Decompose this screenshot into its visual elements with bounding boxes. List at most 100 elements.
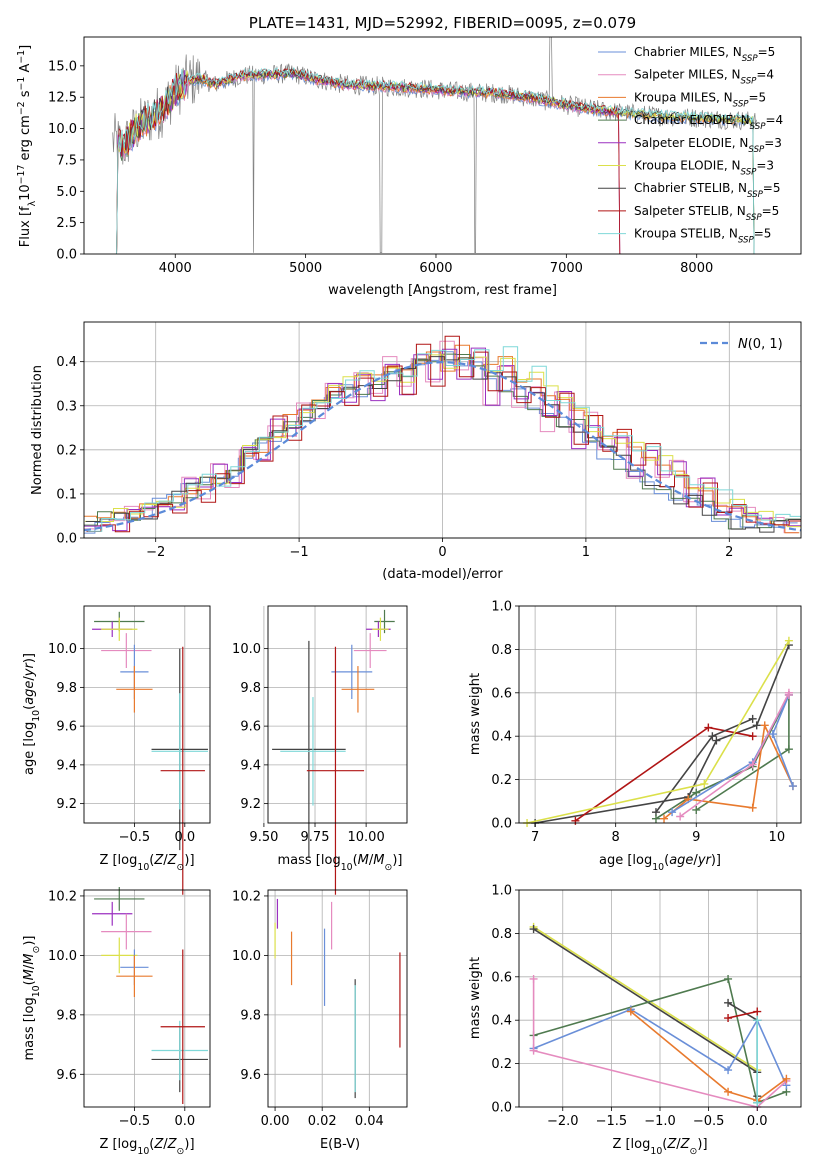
label-part: SSP: [750, 122, 767, 132]
label-part: mass [log: [278, 853, 341, 868]
mwAge-axes: [519, 605, 801, 824]
mwZ-marker: [724, 1014, 733, 1023]
mwAge-marker: [692, 805, 701, 814]
legend-label: N(0, 1): [738, 337, 783, 352]
mwAge-marker: [784, 745, 793, 754]
ageZ-plot-area: [92, 611, 208, 895]
massZ-ytick-label: 10.0: [48, 949, 77, 964]
mwZ-marker: [782, 1074, 791, 1083]
mwAge-marker: [571, 816, 580, 825]
mwZ-line: [727, 1010, 758, 1019]
label-part: Kroupa MILES, N: [634, 90, 733, 104]
label-part: =5: [763, 181, 781, 195]
massEbv-xtick-label: 0.00: [261, 1114, 290, 1129]
label-part: mass [log: [22, 997, 37, 1060]
massZ-spines: [83, 889, 211, 1108]
spectrum-curves: [112, 37, 757, 254]
massZ-xtick-label: −0.5: [119, 1114, 151, 1129]
mwAge-ytick-label: 1.0: [491, 600, 512, 615]
spectrum-spines: [83, 36, 802, 255]
spectrum-series-line: [115, 68, 622, 254]
ageMass-ytick-label: 9.4: [240, 758, 261, 773]
mwZ-line: [533, 928, 758, 1073]
massZ-frame: −0.5 0.0 9.6 9.8 10.0 10.2: [48, 889, 211, 1129]
label-part: )]: [392, 853, 402, 868]
label-part: 10: [31, 710, 42, 722]
label-part: erg cm: [18, 115, 33, 164]
mwZ-ylabel: mass weight: [468, 957, 483, 1039]
label-part: )]: [184, 853, 194, 868]
label-part: Z: [153, 853, 164, 868]
mwZ-marker: [724, 998, 733, 1007]
mwAge-line: [526, 640, 790, 824]
residuals-ytick-label: 0.4: [56, 355, 77, 370]
mwZ-marker: [529, 925, 538, 934]
label-part: 10: [650, 1146, 662, 1157]
spectrum-xtick-label: 7000: [550, 261, 583, 276]
label-part: (: [664, 853, 669, 868]
mwAge-marker: [748, 714, 757, 723]
spectrum-xlabel: wavelength [Angstrom, rest frame]: [328, 283, 557, 298]
ageZ-ytick-label: 9.6: [56, 720, 77, 735]
massZ-xtick-label: 0.0: [174, 1114, 195, 1129]
ageMass-ytick-label: 9.2: [240, 797, 261, 812]
massEbv-xtick-label: 0.02: [308, 1114, 337, 1129]
massEbv-xlabel: E(B-V): [320, 1137, 360, 1152]
mwZ-ytick-label: 0.0: [491, 1101, 512, 1116]
spectrum-xtick-label: 5000: [289, 261, 322, 276]
mwZ-xtick-label: −1.0: [644, 1114, 676, 1129]
label-part: ⊙: [177, 862, 185, 873]
mwZ-marker: [724, 1087, 733, 1096]
label-part: /: [163, 1137, 168, 1152]
mwZ-xtick-label: −2.0: [547, 1114, 579, 1129]
residuals-plot-area: [84, 335, 801, 534]
mwAge-marker: [651, 814, 660, 823]
mwZ-ytick-label: 0.8: [491, 927, 512, 942]
ageMass-xtick-label: 9.50: [249, 830, 278, 845]
label-part: M: [373, 853, 384, 868]
legend-label: Salpeter MILES, NSSP=4: [634, 68, 774, 87]
label-part: Chabrier MILES, N: [634, 45, 742, 59]
legend-label: Kroupa MILES, NSSP=5: [634, 90, 766, 109]
label-part: age: [669, 853, 693, 868]
label-part: (: [662, 1137, 667, 1152]
label-part: s: [18, 90, 33, 101]
massEbv-spines: [267, 889, 408, 1108]
ageMass-axes: [263, 606, 407, 823]
spectrum-ytick-label: 0.0: [56, 248, 77, 263]
mwAge-marker: [784, 636, 793, 645]
mwAge-xtick-label: 10: [769, 830, 786, 845]
label-part: SSP: [746, 213, 763, 223]
spectrum-plot-area: [112, 37, 757, 254]
label-part: =4: [756, 68, 774, 82]
massEbv-xtick-label: 0.04: [355, 1114, 384, 1129]
ageMass-plot-area: [272, 609, 395, 895]
mwAge-xlabel: age [log10(age/yr)]: [599, 853, 721, 873]
label-part: N: [738, 337, 748, 352]
mwAge-marker: [676, 812, 685, 821]
mwAge-marker: [692, 788, 701, 797]
label-part: (0, 1): [748, 337, 783, 352]
mwAge-xtick-label: 7: [531, 830, 539, 845]
mwAge-xtick-label: 8: [612, 830, 620, 845]
label-part: yr: [697, 853, 713, 868]
massEbv-frame: 0.00 0.02 0.04 9.6 9.8 10.0 10.2: [232, 889, 408, 1129]
label-part: Z [log: [99, 853, 137, 868]
label-part: (: [149, 853, 154, 868]
mwZ-ytick-label: 0.4: [491, 1014, 512, 1029]
mwZ-marker: [724, 1066, 733, 1075]
ageZ-ytick-label: 9.2: [56, 797, 77, 812]
mwAge-marker: [768, 730, 777, 739]
mwZ-marker: [753, 1007, 762, 1016]
ageZ-xtick-label: 0.0: [174, 830, 195, 845]
legend-label: Kroupa ELODIE, NSSP=3: [634, 159, 774, 178]
spectrum-ytick-label: 7.5: [56, 153, 77, 168]
label-part: )]: [711, 853, 721, 868]
ageZ-spines: [83, 605, 211, 824]
histogram-series: [84, 344, 800, 534]
ageMass-ytick-label: 9.8: [240, 681, 261, 696]
legend-label: Chabrier STELIB, NSSP=5: [634, 181, 781, 200]
mwAge-marker: [788, 782, 797, 791]
label-part: (: [22, 980, 37, 985]
ageMass-xtick-label: 10.00: [348, 830, 385, 845]
